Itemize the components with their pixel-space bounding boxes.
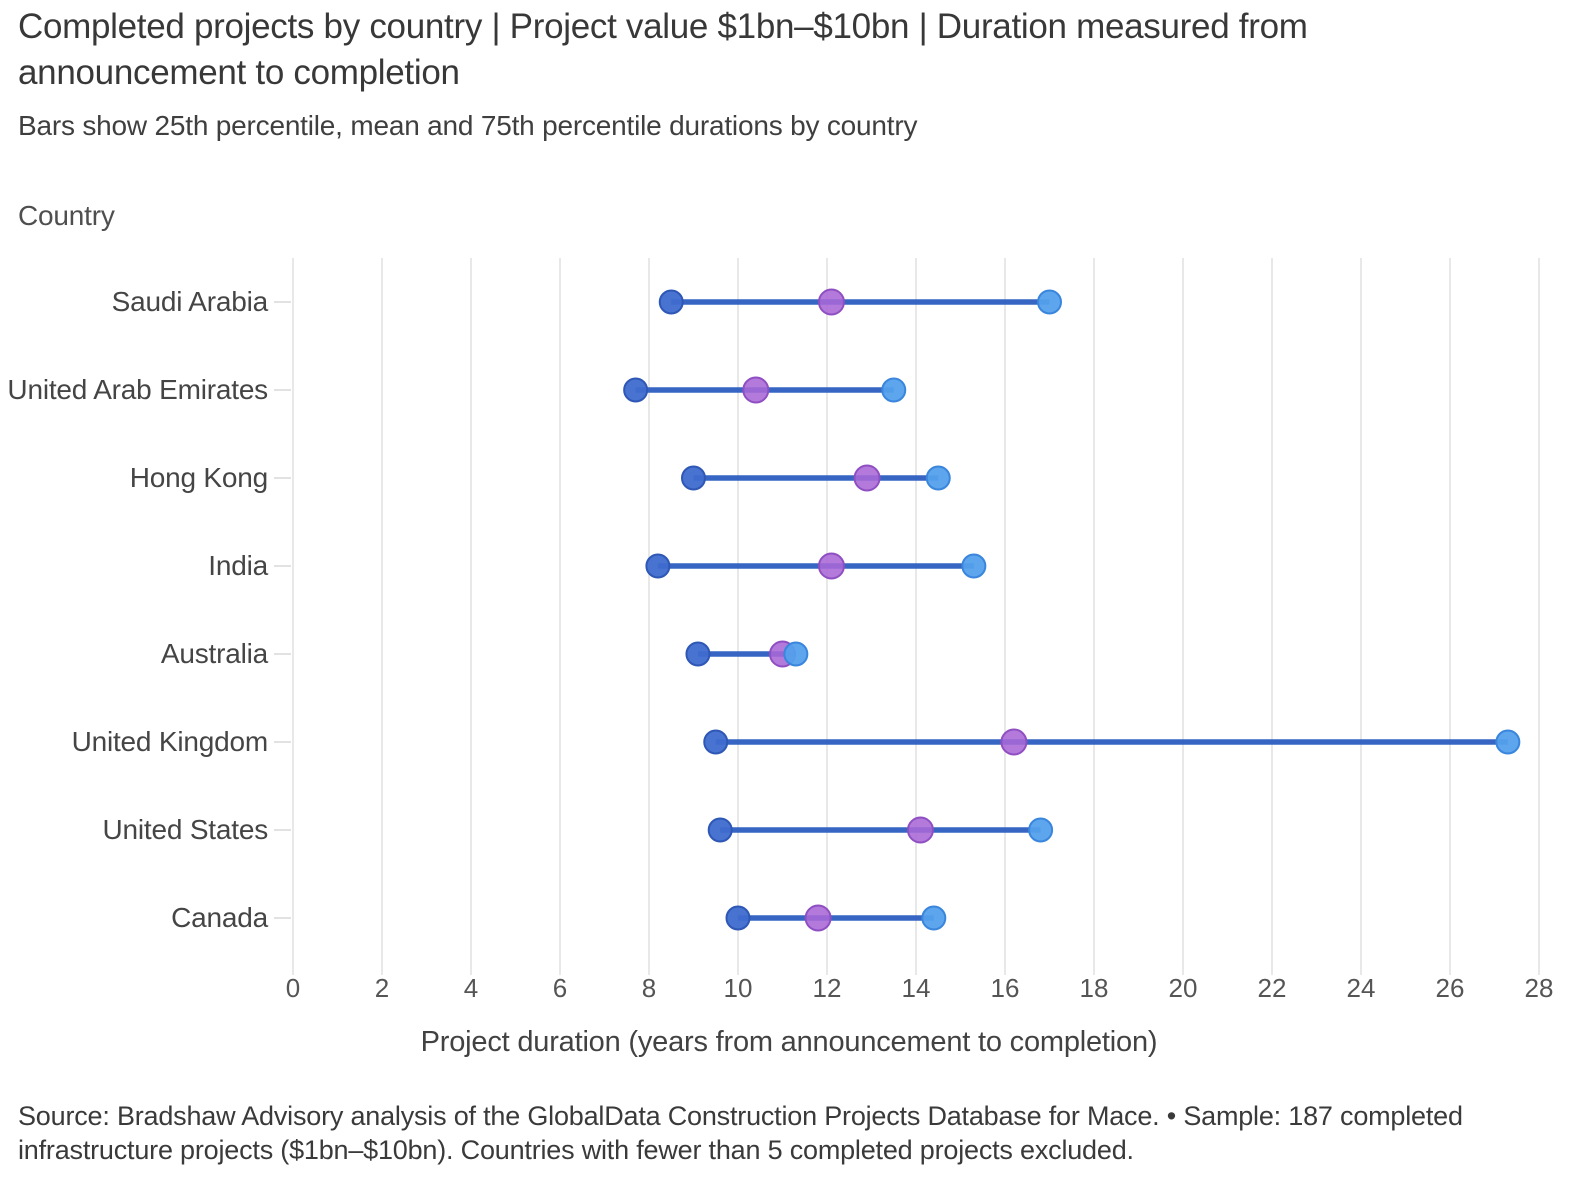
p25-dot: [685, 641, 711, 667]
mean-dot: [853, 464, 881, 492]
mean-dot: [1000, 728, 1028, 756]
x-tick-label: 16: [991, 973, 1020, 1003]
p75-dot: [925, 465, 951, 491]
x-tick-label: 14: [902, 973, 931, 1003]
chart-title: Completed projects by country | Project …: [18, 7, 1308, 92]
mean-dot: [817, 552, 845, 580]
p25-dot: [725, 905, 751, 931]
x-tick-label: 0: [286, 973, 300, 1003]
x-tick-label: 28: [1525, 973, 1554, 1003]
mean-dot: [817, 288, 845, 316]
category-label: United States: [103, 814, 269, 845]
x-tick-label: 12: [813, 973, 842, 1003]
category-label: Hong Kong: [130, 462, 268, 493]
x-tick-label: 20: [1169, 973, 1198, 1003]
category-label: Australia: [161, 638, 269, 669]
x-tick-label: 26: [1436, 973, 1465, 1003]
p75-dot: [1028, 817, 1054, 843]
p75-dot: [881, 377, 907, 403]
mean-dot: [804, 904, 832, 932]
x-tick-label: 10: [724, 973, 753, 1003]
p25-dot: [658, 289, 684, 315]
p25-dot: [681, 465, 706, 491]
x-tick-label: 24: [1347, 973, 1376, 1003]
x-tick-label: 18: [1080, 973, 1109, 1003]
category-label: Saudi Arabia: [112, 286, 269, 317]
x-tick-label: 4: [464, 973, 478, 1003]
category-label: India: [208, 550, 268, 581]
p75-dot: [1495, 729, 1521, 755]
p75-dot: [783, 641, 809, 667]
category-label: United Kingdom: [72, 726, 268, 757]
p75-dot: [921, 905, 947, 931]
p25-dot: [645, 553, 671, 579]
x-tick-label: 2: [375, 973, 389, 1003]
x-axis-title: Project duration (years from announcemen…: [420, 1026, 1158, 1058]
category-label: Canada: [171, 902, 269, 933]
p25-dot: [707, 817, 733, 843]
p75-dot: [1037, 289, 1062, 315]
source-note: Source: Bradshaw Advisory analysis of th…: [18, 1101, 1463, 1165]
category-label: United Arab Emirates: [7, 374, 268, 405]
x-tick-label: 6: [553, 973, 567, 1003]
p25-dot: [703, 729, 729, 755]
p25-dot: [623, 377, 649, 403]
chart-subtitle: Bars show 25th percentile, mean and 75th…: [18, 110, 918, 141]
x-tick-label: 8: [642, 973, 656, 1003]
y-axis-title: Country: [18, 200, 115, 231]
x-tick-label: 22: [1258, 973, 1287, 1003]
mean-dot: [742, 376, 770, 404]
p75-dot: [961, 553, 987, 579]
mean-dot: [906, 816, 934, 844]
